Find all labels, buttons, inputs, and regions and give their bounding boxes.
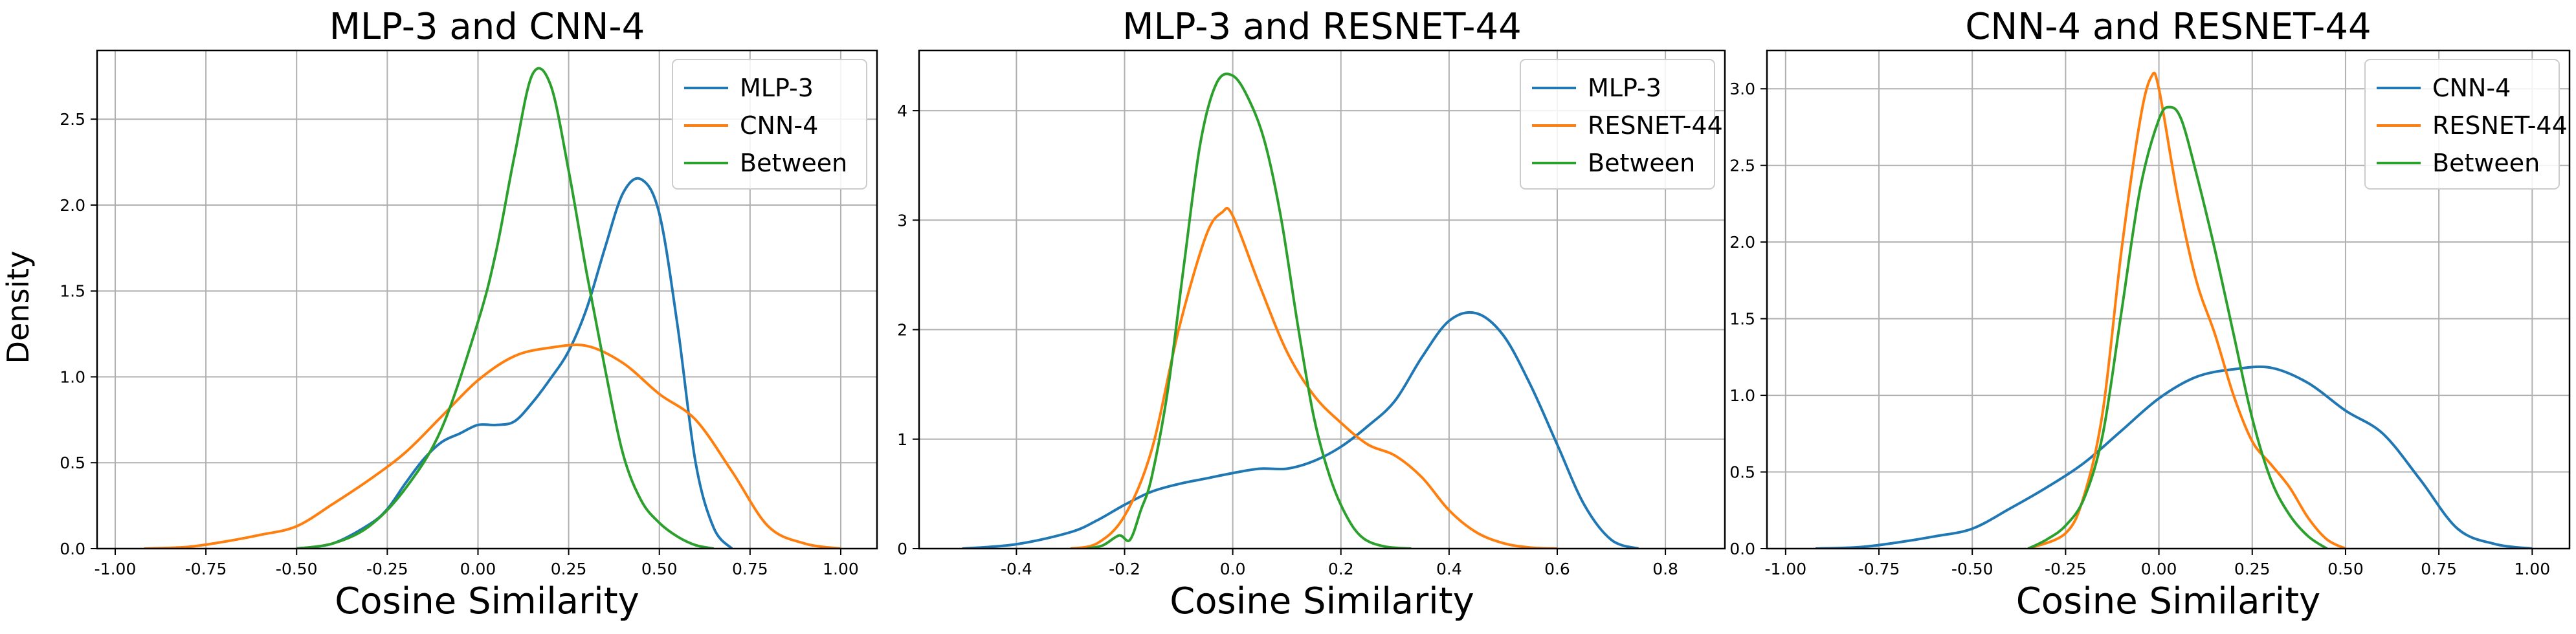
series-line-resnet-44 [1070,206,1558,549]
x-ticks: -0.4 -0.2 0.0 0.2 0.4 0.6 0.8 [1001,549,1678,578]
x-tick-label: 0.25 [2234,560,2271,578]
x-tick-label: -0.25 [2045,560,2087,578]
chart-panel-3: -1.00 -0.75 -0.50 -0.25 0.00 0.25 0.50 0.75 1.00… [1729,6,2571,622]
x-tick-label: -0.50 [1951,560,1993,578]
legend: MLP-3 CNN-4 Between [672,59,867,190]
legend-label: CNN-4 [2432,74,2511,102]
y-axis-label: Density [1,251,36,364]
y-tick-label: 1.5 [60,282,85,301]
y-tick-label: 1.0 [60,367,85,386]
y-ticks: 0 1 2 3 4 [897,102,919,558]
legend-label: MLP-3 [740,74,814,102]
legend-label: Between [2432,149,2540,177]
chart-panel-1: -1.00 -0.75 -0.50 -0.25 0.00 0.25 0.50 0.75 1.00… [60,6,878,622]
chart-title: MLP-3 and CNN-4 [329,6,645,48]
axes-frame [1766,49,2571,550]
x-tick-label: -0.2 [1109,560,1140,578]
y-tick-label: 3.0 [1729,80,1755,98]
legend-label: RESNET-44 [1588,111,1723,140]
y-tick-label: 0.5 [60,454,85,472]
legend-box [2364,59,2560,190]
axes-frame [918,49,1726,550]
x-tick-label: 1.00 [823,560,859,578]
series-line-between [1086,72,1412,549]
y-tick-label: 0.5 [1729,463,1755,482]
y-tick-label: 0.0 [1729,540,1755,558]
series-line-between [296,67,715,549]
grid [1767,50,2570,549]
x-tick-label: -0.25 [366,560,408,578]
x-tick-label: 0.6 [1544,560,1570,578]
x-tick-label: -1.00 [1764,560,1806,578]
y-tick-label: 1.5 [1729,310,1755,329]
y-tick-label: 2.5 [1729,157,1755,175]
y-tick-label: 1 [897,430,907,449]
y-tick-label: 2.0 [60,196,85,215]
x-tick-label: 0.4 [1436,560,1462,578]
x-tick-label: 0.25 [551,560,587,578]
x-tick-label: -0.50 [276,560,318,578]
y-tick-label: 4 [897,102,907,120]
x-axis-label: Cosine Similarity [335,580,639,622]
chart-panels: -1.00 -0.75 -0.50 -0.25 0.00 0.25 0.50 0.75 1.00… [60,6,2571,622]
x-tick-label: -1.00 [94,560,137,578]
y-tick-label: 2.5 [60,110,85,129]
y-tick-label: 1.0 [1729,386,1755,405]
legend-label: Between [1588,149,1695,177]
series-lines [1815,71,2533,549]
x-ticks: -1.00 -0.75 -0.50 -0.25 0.00 0.25 0.50 0.75 1.00 [1764,549,2550,578]
series-line-mlp-3 [962,311,1639,549]
x-ticks: -1.00 -0.75 -0.50 -0.25 0.00 0.25 0.50 0.75 1.00 [94,549,859,578]
x-tick-label: 0.8 [1652,560,1678,578]
series-lines [144,67,841,549]
series-lines [962,72,1639,549]
x-tick-label: 0.50 [641,560,678,578]
x-axis-label: Cosine Similarity [2016,580,2321,622]
legend-label: MLP-3 [1588,74,1661,102]
legend-box [672,59,867,190]
x-tick-label: -0.75 [185,560,227,578]
y-tick-label: 2 [897,321,907,340]
chart-panel-2: -0.4 -0.2 0.0 0.2 0.4 0.6 0.8 0 1 2 3 4 MLP-3 and RE… [897,6,1726,622]
series-line-mlp-3 [296,177,733,549]
y-tick-label: 0.0 [60,540,85,558]
x-tick-label: 0.75 [2421,560,2457,578]
y-tick-label: 0 [897,540,907,558]
legend-label: Between [740,149,847,177]
x-axis-label: Cosine Similarity [1170,580,1474,622]
x-tick-label: 1.00 [2514,560,2550,578]
chart-title: CNN-4 and RESNET-44 [1965,6,2371,48]
y-tick-label: 2.0 [1729,233,1755,252]
legend-label: RESNET-44 [2432,111,2568,140]
x-tick-label: 0.0 [1220,560,1246,578]
x-tick-label: 0.50 [2327,560,2364,578]
x-tick-label: 0.00 [2141,560,2177,578]
x-tick-label: -0.4 [1001,560,1032,578]
x-tick-label: -0.75 [1858,560,1900,578]
y-ticks: 0.0 0.5 1.0 1.5 2.0 2.5 3.0 [1729,80,1767,558]
chart-title: MLP-3 and RESNET-44 [1122,6,1522,48]
x-tick-label: 0.00 [460,560,496,578]
axes-frame [96,49,878,550]
y-ticks: 0.0 0.5 1.0 1.5 2.0 2.5 [60,110,97,558]
legend-label: CNN-4 [740,111,818,140]
legend: MLP-3 RESNET-44 Between [1520,59,1723,190]
series-line-between [2027,105,2328,549]
series-line-cnn-4 [144,344,841,549]
series-line-resnet-44 [2027,71,2346,549]
y-tick-label: 3 [897,211,907,230]
series-line-cnn-4 [1815,365,2533,549]
x-tick-label: 0.2 [1328,560,1354,578]
legend: CNN-4 RESNET-44 Between [2364,59,2568,190]
x-tick-label: 0.75 [732,560,768,578]
legend-box [1520,59,1715,190]
